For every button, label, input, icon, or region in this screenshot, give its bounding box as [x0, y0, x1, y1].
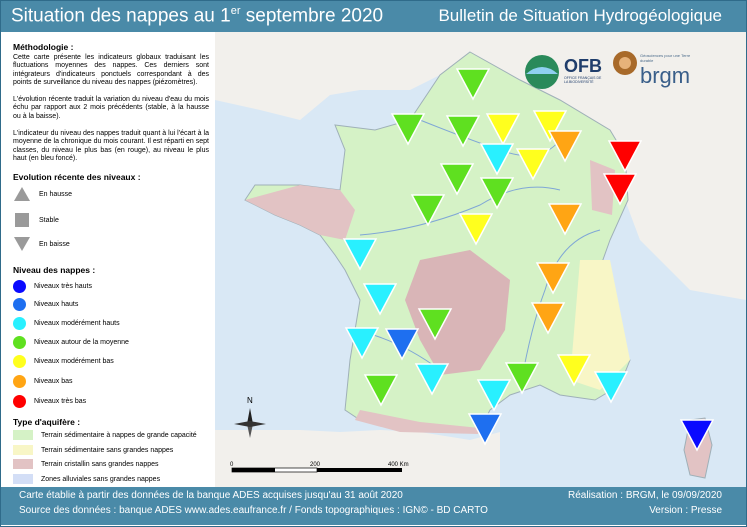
scale-label-0: 0 [230, 462, 234, 468]
north-label: N [247, 396, 253, 405]
legend-niveau-moyenne: Niveaux autour de la moyenne [13, 334, 129, 350]
legend-niveau-mod-hauts: Niveaux modérément hauts [13, 315, 120, 331]
neighbour-land [215, 32, 746, 300]
level-dot-icon [13, 394, 26, 408]
aquifere-title: Type d'aquifère : [13, 417, 81, 427]
methodo-text-1: Cette carte présente les indicateurs glo… [13, 54, 209, 86]
indicator-baisse-icon [344, 327, 380, 360]
indicator-baisse-icon [602, 173, 638, 206]
indicator-baisse-icon [593, 371, 629, 404]
indicator-baisse-icon [390, 113, 426, 146]
legend-niveau-hauts: Niveaux hauts [13, 296, 78, 312]
indicator-baisse-icon [363, 374, 399, 407]
scale-bar: 0 200 400 Km [230, 460, 410, 479]
indicator-baisse-icon [679, 419, 715, 452]
brgm-logo-icon [613, 51, 637, 75]
methodo-title: Méthodologie : [13, 42, 74, 52]
massif-central [405, 250, 510, 375]
indicator-baisse-icon [410, 194, 446, 227]
header-band: Situation des nappes au 1er septembre 20… [1, 1, 746, 32]
footer-line-2: Source des données : banque ADES www.ade… [19, 505, 488, 516]
legend-aquifere-cristallin: Terrain cristallin sans grandes nappes [13, 456, 159, 472]
level-dot-icon [13, 354, 26, 368]
level-dot-icon [13, 374, 26, 388]
legend-niveau-bas: Niveaux bas [13, 373, 73, 389]
indicator-baisse-icon [556, 354, 592, 387]
indicator-baisse-icon [384, 328, 420, 361]
indicator-baisse-icon [532, 110, 568, 143]
square-icon [15, 213, 29, 227]
map-area [215, 32, 746, 487]
brgm-tagline: Géosciences pour une Terre durable [640, 53, 691, 63]
level-dot-icon [13, 297, 26, 311]
legend-niveau-mod-bas: Niveaux modérément bas [13, 353, 114, 369]
legend-aquifere-grande-capacite: Terrain sédimentaire à nappes de grande … [13, 427, 197, 443]
indicator-baisse-icon [515, 148, 551, 181]
ofb-logo-text: OFB [564, 56, 602, 76]
indicator-baisse-icon [530, 302, 566, 335]
level-dot-icon [13, 335, 26, 349]
indicator-baisse-icon [479, 177, 515, 210]
indicator-baisse-icon [445, 115, 481, 148]
legend-aquifere-alluviales: Zones alluviales sans grandes nappes [13, 471, 160, 487]
legend-niveau-tres-bas: Niveaux très bas [13, 393, 86, 409]
down-triangle-icon [14, 237, 30, 251]
methodo-text-2: L'évolution récente traduit la variation… [13, 96, 209, 120]
evolution-title: Evolution récente des niveaux : [13, 172, 141, 182]
ofb-logo-sub: OFFICE FRANÇAIS DE LA BIODIVERSITÉ [564, 76, 602, 84]
indicator-baisse-icon [485, 113, 521, 146]
footer-line-1: Carte établie à partir des données de la… [19, 490, 403, 501]
compass-icon [234, 408, 266, 438]
legend-baisse: En baisse [13, 236, 70, 252]
indicator-baisse-icon [504, 362, 540, 395]
loire-river [359, 186, 561, 236]
indicator-baisse-icon [414, 363, 450, 396]
scale-label-400: 400 Km [388, 462, 409, 468]
indicator-baisse-icon [479, 143, 515, 176]
france-map [215, 32, 746, 487]
indicator-baisse-icon [362, 283, 398, 316]
legend-panel: Méthodologie : Cette carte présente les … [1, 32, 215, 487]
legend-hausse: En hausse [13, 186, 72, 202]
indicator-baisse-icon [417, 308, 453, 341]
indicator-baisse-icon [455, 68, 491, 101]
logos: OFB OFFICE FRANÇAIS DE LA BIODIVERSITÉ G… [520, 48, 700, 100]
pyrenees [355, 410, 480, 434]
scale-label-200: 200 [310, 462, 321, 468]
scale-bar-graphic [231, 467, 402, 473]
indicator-baisse-icon [535, 262, 571, 295]
footer-version: Version : Presse [649, 505, 722, 516]
indicator-baisse-icon [467, 413, 503, 446]
indicator-baisse-icon [476, 379, 512, 412]
rhone-river [519, 229, 601, 391]
level-dot-icon [13, 279, 26, 293]
footer-band: Carte établie à partir des données de la… [1, 487, 746, 525]
ofb-logo-icon [525, 55, 559, 89]
legend-aquifere-sedimentaire: Terrain sédimentaire sans grandes nappes [13, 442, 173, 458]
legend-stable: Stable [13, 212, 59, 228]
spain-land [215, 430, 500, 487]
level-dot-icon [13, 316, 26, 330]
up-triangle-icon [14, 187, 30, 201]
niveau-title: Niveau des nappes : [13, 265, 96, 275]
indicator-baisse-icon [547, 130, 583, 163]
massif-armoricain [245, 185, 355, 240]
north-arrow: N [232, 396, 268, 445]
indicator-baisse-icon [458, 213, 494, 246]
bulletin-title: Bulletin de Situation Hydrogéologique [438, 6, 722, 25]
indicator-baisse-icon [607, 140, 643, 173]
indicator-baisse-icon [342, 238, 378, 271]
footer-realisation: Réalisation : BRGM, le 09/09/2020 [568, 490, 722, 501]
brgm-logo-text: brgm [640, 63, 691, 88]
indicator-baisse-icon [547, 203, 583, 236]
indicator-baisse-icon [439, 163, 475, 196]
methodo-text-3: L'indicateur du niveau des nappes tradui… [13, 130, 209, 162]
page-title: Situation des nappes au 1er septembre 20… [11, 5, 384, 27]
legend-niveau-tres-hauts: Niveaux très hauts [13, 278, 92, 294]
